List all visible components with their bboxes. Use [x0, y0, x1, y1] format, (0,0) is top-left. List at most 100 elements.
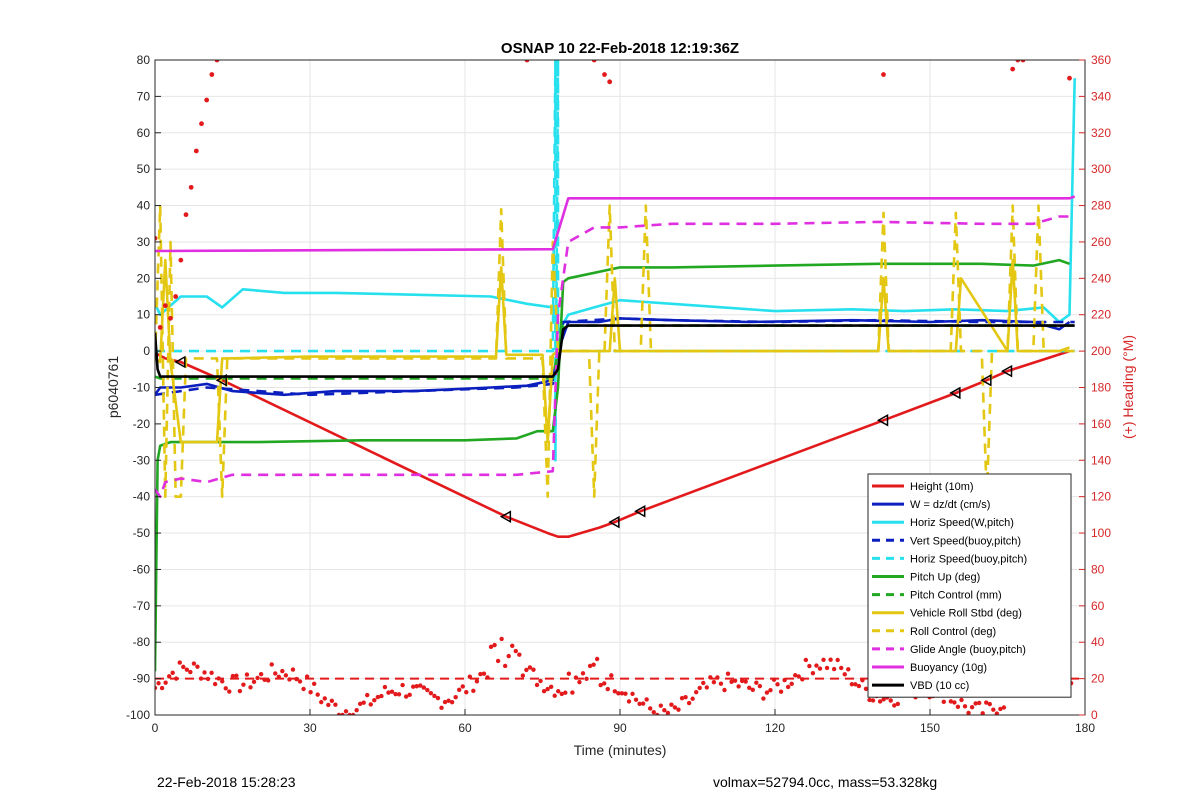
- heading-point: [1010, 66, 1016, 72]
- legend-entry: Height (10m): [910, 481, 974, 493]
- y2-tick-label: 200: [1091, 344, 1111, 358]
- heading-point: [510, 643, 515, 649]
- heading-point: [188, 669, 193, 675]
- heading-point: [418, 683, 423, 688]
- heading-point: [973, 701, 978, 706]
- y-tick-label: -30: [133, 453, 151, 467]
- heading-point: [725, 671, 731, 676]
- heading-point: [262, 677, 267, 683]
- heading-point: [255, 675, 260, 681]
- heading-point: [223, 686, 228, 691]
- heading-point: [984, 700, 989, 705]
- heading-point: [672, 705, 678, 710]
- y-tick-label: -70: [133, 599, 151, 613]
- heading-point: [764, 690, 770, 695]
- x-tick-label: 30: [303, 721, 317, 735]
- heading-point: [1015, 60, 1021, 63]
- heading-point: [340, 712, 345, 715]
- heading-point: [587, 663, 593, 669]
- height-marker: [980, 373, 992, 387]
- heading-point: [605, 686, 610, 692]
- heading-point: [552, 693, 557, 698]
- heading-point: [782, 677, 787, 683]
- y2-tick-label: 360: [1091, 53, 1111, 67]
- heading-point: [962, 704, 968, 709]
- heading-point: [333, 702, 338, 707]
- heading-point: [534, 682, 540, 688]
- heading-point: [594, 656, 600, 662]
- series-line: [155, 349, 1070, 539]
- heading-point: [258, 672, 264, 677]
- heading-point: [414, 684, 419, 689]
- series-line: [155, 78, 1076, 335]
- heading-point: [683, 695, 688, 700]
- heading-point: [736, 684, 741, 689]
- heading-point: [966, 710, 971, 715]
- heading-point: [563, 690, 568, 695]
- heading-point: [824, 665, 830, 671]
- y2-tick-label: 340: [1091, 89, 1111, 103]
- y-tick-label: 50: [137, 162, 151, 176]
- y-tick-label: -10: [133, 381, 151, 395]
- heading-point: [234, 673, 239, 678]
- height-marker: [215, 373, 227, 387]
- heading-point: [849, 682, 855, 687]
- legend-entry: Buoyancy (10g): [910, 662, 987, 674]
- heading-point: [711, 679, 717, 685]
- heading-point: [499, 636, 504, 642]
- heading-point: [637, 701, 642, 706]
- height-marker: [499, 510, 512, 523]
- x-axis: 0 30 60 90 120 150 180: [152, 709, 1095, 735]
- legend-entry: Horiz Speed(W,pitch): [910, 517, 1014, 529]
- heading-point: [350, 712, 356, 715]
- heading-point: [183, 212, 189, 218]
- heading-point: [701, 680, 706, 686]
- heading-point: [173, 294, 179, 299]
- heading-point: [803, 657, 809, 663]
- legend-entry: Horiz Speed(buoy,pitch): [910, 553, 1027, 565]
- heading-point: [301, 686, 306, 692]
- heading-point: [162, 303, 168, 309]
- heading-point: [846, 667, 851, 672]
- heading-point: [771, 677, 777, 682]
- heading-point: [170, 670, 175, 675]
- chart-title: OSNAP 10 22-Feb-2018 12:19:36Z: [501, 40, 739, 57]
- heading-point: [168, 315, 173, 321]
- x-tick-label: 0: [152, 721, 159, 735]
- heading-point: [556, 689, 561, 694]
- heading-point: [665, 710, 671, 715]
- heading-point: [976, 700, 982, 706]
- heading-point: [796, 674, 801, 679]
- heading-point: [365, 692, 370, 698]
- heading-point: [184, 667, 190, 672]
- heading-point: [425, 687, 430, 693]
- heading-point: [570, 690, 575, 695]
- heading-point: [181, 664, 186, 670]
- heading-point: [644, 697, 649, 702]
- y-tick-label: -90: [133, 672, 151, 686]
- heading-point: [407, 692, 412, 697]
- heading-point: [778, 689, 784, 694]
- heading-point: [191, 661, 197, 666]
- heading-point: [573, 675, 579, 680]
- heading-point: [835, 657, 840, 663]
- series-line: [155, 317, 1075, 397]
- heading-point: [888, 698, 893, 703]
- heading-point: [524, 667, 529, 673]
- heading-point: [432, 693, 437, 699]
- heading-point: [658, 703, 664, 708]
- heading-point: [853, 682, 858, 687]
- heading-point: [729, 679, 734, 684]
- heading-point: [821, 657, 826, 663]
- heading-point: [156, 681, 161, 686]
- y-tick-label: 40: [137, 199, 151, 213]
- heading-point: [580, 671, 586, 676]
- heading-point: [400, 682, 405, 688]
- heading-point: [948, 699, 954, 704]
- heading-point: [994, 711, 1000, 715]
- heading-point: [839, 665, 844, 671]
- y2-tick-label: 60: [1091, 599, 1105, 613]
- heading-point: [616, 691, 621, 696]
- heading-point: [817, 666, 823, 671]
